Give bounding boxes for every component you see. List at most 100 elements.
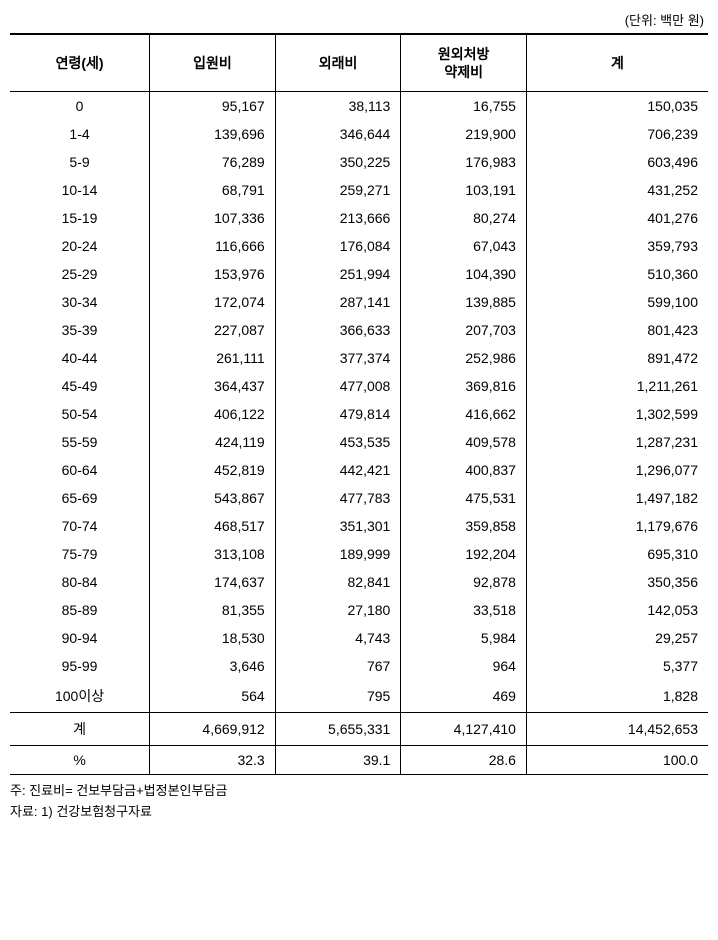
value-cell: 33,518 (401, 596, 527, 624)
value-cell: 964 (401, 652, 527, 680)
value-cell: 400,837 (401, 456, 527, 484)
age-cell: 75-79 (10, 540, 150, 568)
value-cell: 172,074 (150, 288, 276, 316)
percent-value: 39.1 (275, 746, 401, 775)
value-cell: 67,043 (401, 232, 527, 260)
value-cell: 452,819 (150, 456, 276, 484)
age-cell: 65-69 (10, 484, 150, 512)
col-header-2: 외래비 (275, 34, 401, 92)
value-cell: 92,878 (401, 568, 527, 596)
value-cell: 359,858 (401, 512, 527, 540)
table-row: 55-59424,119453,535409,5781,287,231 (10, 428, 708, 456)
table-row: 95-993,6467679645,377 (10, 652, 708, 680)
table-row: 100이상5647954691,828 (10, 680, 708, 713)
value-cell: 252,986 (401, 344, 527, 372)
percent-row: %32.339.128.6100.0 (10, 746, 708, 775)
age-cell: 10-14 (10, 176, 150, 204)
table-body: 095,16738,11316,755150,0351-4139,696346,… (10, 92, 708, 775)
age-cell: 35-39 (10, 316, 150, 344)
value-cell: 313,108 (150, 540, 276, 568)
age-cell: 55-59 (10, 428, 150, 456)
value-cell: 116,666 (150, 232, 276, 260)
value-cell: 261,111 (150, 344, 276, 372)
total-value: 4,669,912 (150, 713, 276, 746)
age-cell: 5-9 (10, 148, 150, 176)
value-cell: 369,816 (401, 372, 527, 400)
age-cell: 85-89 (10, 596, 150, 624)
value-cell: 767 (275, 652, 401, 680)
footnote-2: 자료: 1) 건강보험청구자료 (10, 802, 708, 823)
value-cell: 259,271 (275, 176, 401, 204)
table-row: 45-49364,437477,008369,8161,211,261 (10, 372, 708, 400)
value-cell: 564 (150, 680, 276, 713)
value-cell: 1,287,231 (526, 428, 708, 456)
age-cell: 95-99 (10, 652, 150, 680)
col-header-1: 입원비 (150, 34, 276, 92)
table-row: 10-1468,791259,271103,191431,252 (10, 176, 708, 204)
value-cell: 431,252 (526, 176, 708, 204)
col-header-line: 약제비 (407, 63, 520, 81)
table-row: 70-74468,517351,301359,8581,179,676 (10, 512, 708, 540)
total-value: 5,655,331 (275, 713, 401, 746)
value-cell: 1,211,261 (526, 372, 708, 400)
value-cell: 695,310 (526, 540, 708, 568)
value-cell: 5,984 (401, 624, 527, 652)
age-cell: 30-34 (10, 288, 150, 316)
total-label: 계 (10, 713, 150, 746)
table-row: 095,16738,11316,755150,035 (10, 92, 708, 121)
value-cell: 68,791 (150, 176, 276, 204)
age-cell: 45-49 (10, 372, 150, 400)
value-cell: 3,646 (150, 652, 276, 680)
value-cell: 76,289 (150, 148, 276, 176)
value-cell: 139,885 (401, 288, 527, 316)
value-cell: 192,204 (401, 540, 527, 568)
table-row: 5-976,289350,225176,983603,496 (10, 148, 708, 176)
value-cell: 477,783 (275, 484, 401, 512)
value-cell: 891,472 (526, 344, 708, 372)
value-cell: 16,755 (401, 92, 527, 121)
age-cell: 0 (10, 92, 150, 121)
total-value: 4,127,410 (401, 713, 527, 746)
table-row: 20-24116,666176,08467,043359,793 (10, 232, 708, 260)
value-cell: 366,633 (275, 316, 401, 344)
value-cell: 287,141 (275, 288, 401, 316)
value-cell: 801,423 (526, 316, 708, 344)
col-header-3: 원외처방약제비 (401, 34, 527, 92)
value-cell: 153,976 (150, 260, 276, 288)
age-cell: 15-19 (10, 204, 150, 232)
value-cell: 176,084 (275, 232, 401, 260)
total-value: 14,452,653 (526, 713, 708, 746)
data-table: 연령(세)입원비외래비원외처방약제비계 095,16738,11316,7551… (10, 33, 708, 775)
value-cell: 81,355 (150, 596, 276, 624)
footnote-1: 주: 진료비= 건보부담금+법정본인부담금 (10, 781, 708, 802)
value-cell: 1,497,182 (526, 484, 708, 512)
age-cell: 1-4 (10, 120, 150, 148)
age-cell: 40-44 (10, 344, 150, 372)
col-header-0: 연령(세) (10, 34, 150, 92)
value-cell: 706,239 (526, 120, 708, 148)
table-row: 60-64452,819442,421400,8371,296,077 (10, 456, 708, 484)
table-row: 30-34172,074287,141139,885599,100 (10, 288, 708, 316)
value-cell: 469 (401, 680, 527, 713)
percent-value: 32.3 (150, 746, 276, 775)
value-cell: 207,703 (401, 316, 527, 344)
table-head: 연령(세)입원비외래비원외처방약제비계 (10, 34, 708, 92)
value-cell: 364,437 (150, 372, 276, 400)
value-cell: 351,301 (275, 512, 401, 540)
value-cell: 251,994 (275, 260, 401, 288)
value-cell: 38,113 (275, 92, 401, 121)
value-cell: 27,180 (275, 596, 401, 624)
value-cell: 377,374 (275, 344, 401, 372)
table-row: 25-29153,976251,994104,390510,360 (10, 260, 708, 288)
value-cell: 227,087 (150, 316, 276, 344)
table-row: 65-69543,867477,783475,5311,497,182 (10, 484, 708, 512)
value-cell: 174,637 (150, 568, 276, 596)
table-row: 75-79313,108189,999192,204695,310 (10, 540, 708, 568)
age-cell: 60-64 (10, 456, 150, 484)
value-cell: 442,421 (275, 456, 401, 484)
age-cell: 20-24 (10, 232, 150, 260)
value-cell: 5,377 (526, 652, 708, 680)
unit-label: (단위: 백만 원) (10, 10, 708, 29)
value-cell: 142,053 (526, 596, 708, 624)
value-cell: 599,100 (526, 288, 708, 316)
